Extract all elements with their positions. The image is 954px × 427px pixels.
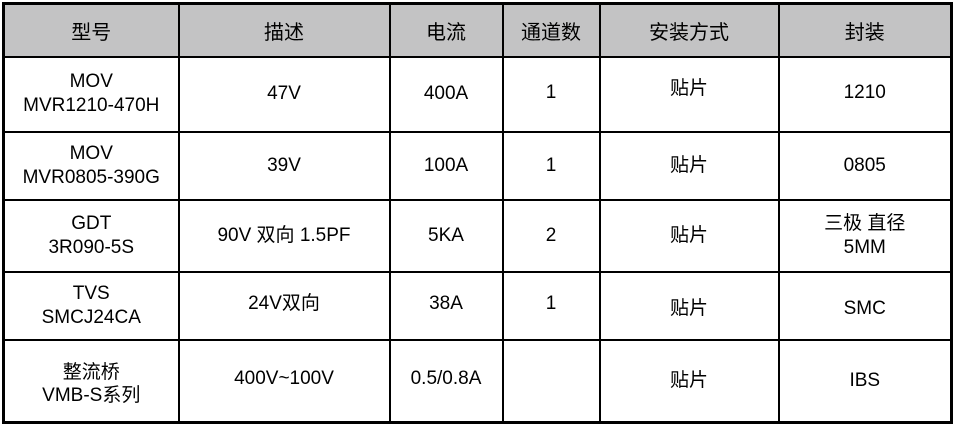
header-channels: 通道数: [501, 2, 601, 58]
cell-mount: 贴片: [598, 338, 780, 424]
cell-current: 400A: [388, 55, 504, 133]
cell-channels: [501, 338, 601, 424]
cell-package: 三极 直径 5MM: [777, 198, 953, 273]
cell-package: SMC: [777, 270, 953, 341]
cell-current: 5KA: [388, 198, 504, 273]
cell-description: 90V 双向 1.5PF: [177, 198, 391, 273]
table-row: MOV MVR0805-390G 39V 100A 1 贴片 0805: [2, 130, 953, 201]
cell-mount: 贴片: [598, 55, 780, 133]
cell-channels: 1: [501, 270, 601, 341]
cell-current: 38A: [388, 270, 504, 341]
cell-mount: 贴片: [598, 198, 780, 273]
cell-description: 400V~100V: [177, 338, 391, 424]
cell-model: MOV MVR0805-390G: [2, 130, 180, 201]
header-row: 型号 描述 电流 通道数 安装方式 封装: [2, 2, 953, 58]
cell-package: IBS: [777, 338, 953, 424]
header-description: 描述: [177, 2, 391, 58]
cell-channels: 2: [501, 198, 601, 273]
cell-channels: 1: [501, 55, 601, 133]
cell-model: GDT 3R090-5S: [2, 198, 180, 273]
cell-model: 整流桥 VMB-S系列: [2, 338, 180, 424]
cell-current: 0.5/0.8A: [388, 338, 504, 424]
cell-package: 1210: [777, 55, 953, 133]
header-package: 封装: [777, 2, 953, 58]
cell-description: 47V: [177, 55, 391, 133]
table-row: GDT 3R090-5S 90V 双向 1.5PF 5KA 2 贴片 三极 直径…: [2, 198, 953, 273]
cell-package: 0805: [777, 130, 953, 201]
header-current: 电流: [388, 2, 504, 58]
table-row: TVS SMCJ24CA 24V双向 38A 1 贴片 SMC: [2, 270, 953, 341]
cell-description: 24V双向: [177, 270, 391, 341]
cell-current: 100A: [388, 130, 504, 201]
table-row: 整流桥 VMB-S系列 400V~100V 0.5/0.8A 贴片 IBS: [2, 338, 953, 424]
header-model: 型号: [2, 2, 180, 58]
cell-mount: 贴片: [598, 130, 780, 201]
table-row: MOV MVR1210-470H 47V 400A 1 贴片 1210: [2, 55, 953, 133]
header-mount: 安装方式: [598, 2, 780, 58]
cell-channels: 1: [501, 130, 601, 201]
cell-model: MOV MVR1210-470H: [2, 55, 180, 133]
cell-mount: 贴片: [598, 270, 780, 341]
cell-description: 39V: [177, 130, 391, 201]
cell-model: TVS SMCJ24CA: [2, 270, 180, 341]
